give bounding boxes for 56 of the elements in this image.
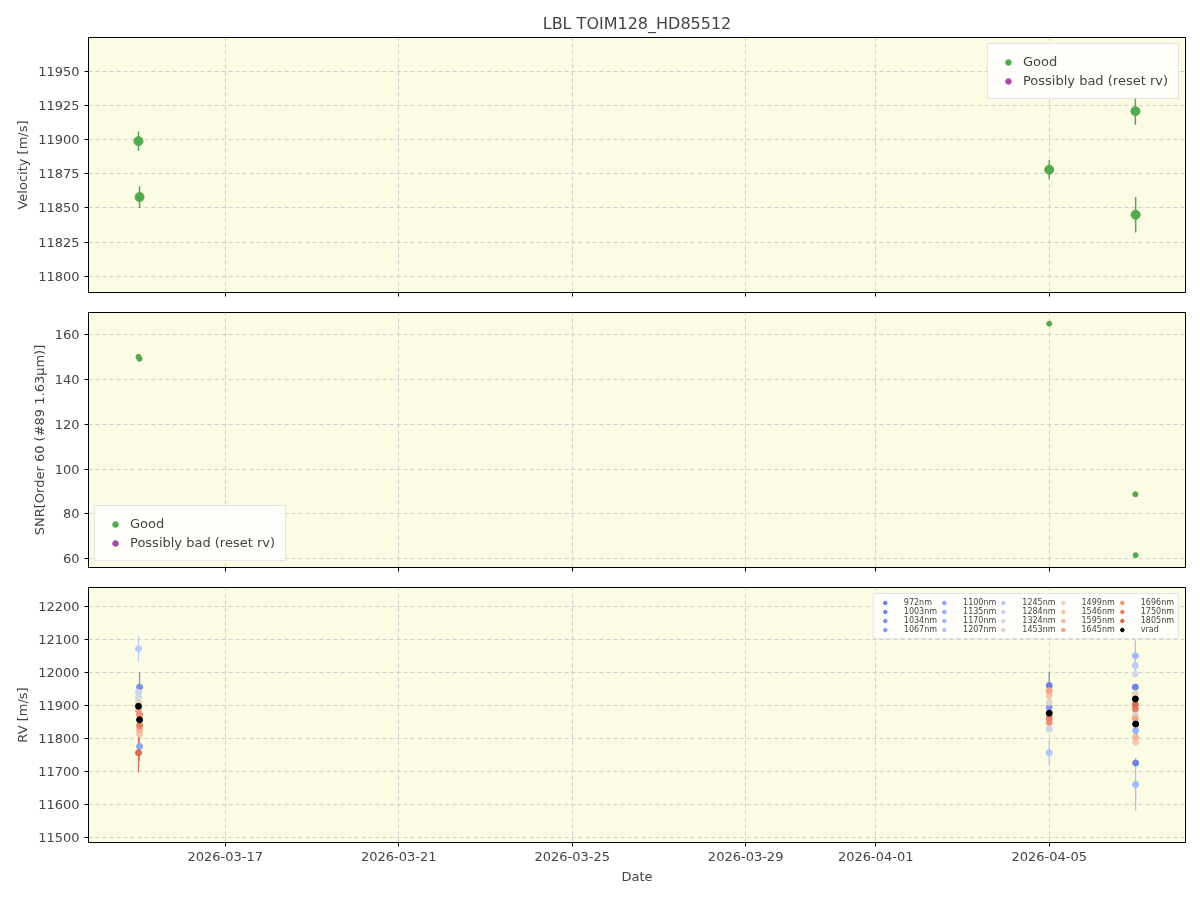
y-tick-label: 11500 bbox=[38, 830, 80, 846]
y-axis-title: Velocity [m/s] bbox=[15, 120, 31, 210]
y-tick-label: 11925 bbox=[38, 98, 80, 114]
y-tick-label: 120 bbox=[54, 416, 80, 432]
y-tick-label: 11900 bbox=[38, 698, 80, 714]
legend-label: 1453nm bbox=[1022, 625, 1056, 634]
legend-label: 1499nm bbox=[1081, 598, 1115, 607]
legend-label: 1696nm bbox=[1140, 598, 1174, 607]
y-tick-label: 11850 bbox=[38, 200, 80, 216]
x-tick-label: 2026-03-29 bbox=[707, 848, 784, 864]
legend-label: vrad bbox=[1140, 625, 1160, 634]
y-axis-title: SNR[Order 60 (#89 1.63μm)] bbox=[31, 344, 47, 536]
y-tick-label: 80 bbox=[62, 506, 80, 522]
legend-label: 1750nm bbox=[1140, 607, 1174, 616]
chart-title: LBL TOIM128_HD85512 bbox=[542, 13, 732, 34]
legend-label: 1067nm bbox=[903, 625, 938, 634]
y-tick-label: 12200 bbox=[38, 599, 80, 615]
y-tick-label: 11950 bbox=[38, 64, 80, 80]
legend-label: 1324nm bbox=[1022, 616, 1056, 625]
legend-label: 1170nm bbox=[963, 616, 997, 625]
y-tick-label: 160 bbox=[54, 327, 80, 343]
y-tick-label: 11700 bbox=[38, 764, 80, 780]
y-tick-label: 12100 bbox=[38, 632, 80, 648]
legend-label: 1207nm bbox=[963, 625, 997, 634]
legend-label: 1100nm bbox=[963, 598, 997, 607]
legend-label: Possibly bad (reset rv) bbox=[1022, 73, 1168, 88]
legend-label: Possibly bad (reset rv) bbox=[130, 535, 276, 550]
legend-label: 1546nm bbox=[1081, 607, 1115, 616]
x-tick-label: 2026-03-21 bbox=[360, 848, 437, 864]
y-tick-label: 11600 bbox=[38, 797, 80, 813]
legend-label: 1645nm bbox=[1081, 625, 1115, 634]
x-tick-label: 2026-04-05 bbox=[1011, 848, 1088, 864]
legend-label: 1805nm bbox=[1140, 616, 1174, 625]
y-tick-label: 140 bbox=[54, 372, 80, 388]
y-tick-label: 11800 bbox=[38, 731, 80, 747]
legend-label: 1284nm bbox=[1022, 607, 1056, 616]
legend-label: 1595nm bbox=[1081, 616, 1115, 625]
y-tick-label: 100 bbox=[54, 461, 80, 477]
y-tick-label: 11825 bbox=[38, 234, 80, 250]
legend-label: 1245nm bbox=[1022, 598, 1056, 607]
legend-label: Good bbox=[1022, 54, 1058, 69]
legend-label: 972nm bbox=[903, 598, 932, 607]
legend-label: 1135nm bbox=[963, 607, 997, 616]
x-tick-label: 2026-03-25 bbox=[534, 848, 610, 864]
y-tick-label: 12000 bbox=[38, 665, 80, 681]
legend-label: Good bbox=[130, 516, 165, 531]
y-axis-title: RV [m/s] bbox=[15, 687, 31, 743]
x-tick-label: 2026-04-01 bbox=[837, 848, 914, 864]
y-tick-label: 11800 bbox=[38, 268, 80, 284]
x-tick-label: 2026-03-17 bbox=[187, 848, 264, 864]
legend-label: 1034nm bbox=[903, 616, 938, 625]
y-tick-label: 60 bbox=[62, 551, 80, 567]
x-axis-title: Date bbox=[621, 868, 653, 884]
y-tick-label: 11900 bbox=[38, 132, 80, 148]
legend-label: 1003nm bbox=[903, 607, 938, 616]
y-tick-label: 11875 bbox=[38, 166, 80, 182]
